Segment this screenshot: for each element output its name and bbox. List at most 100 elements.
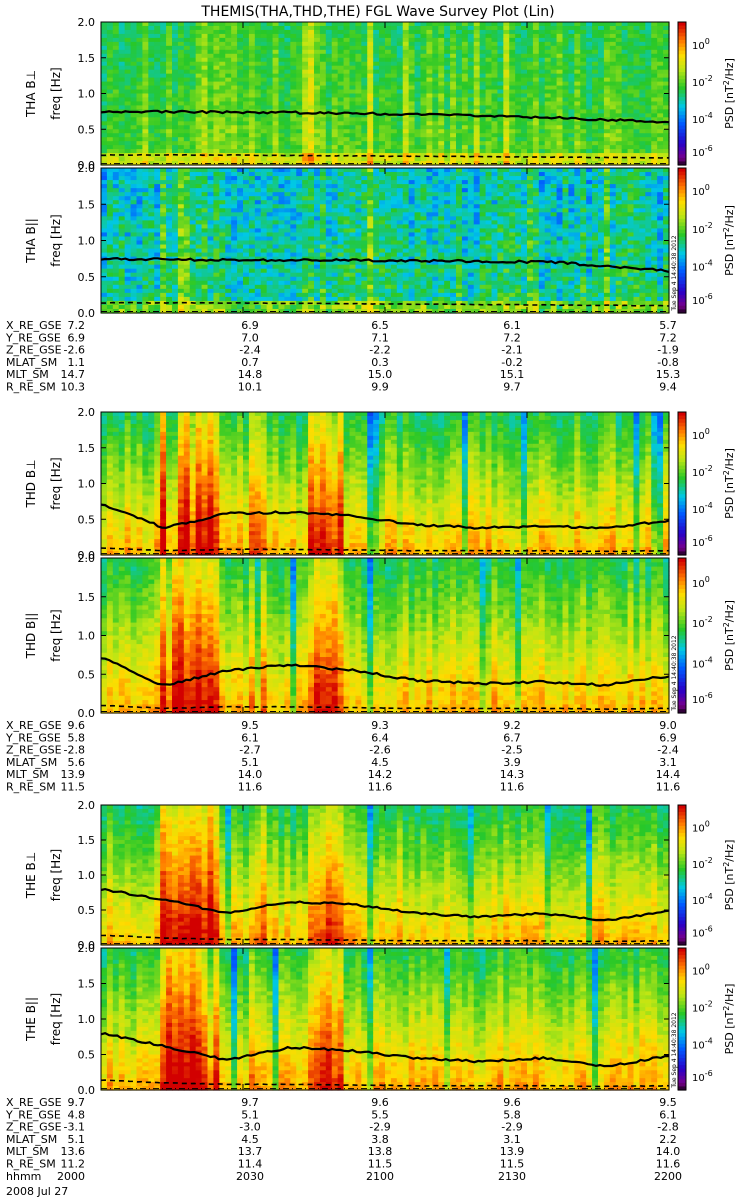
ephemeris-value: 2030 — [236, 1170, 264, 1183]
y-tick-label: 1.0 — [78, 630, 96, 643]
dashed-frequency-line — [100, 547, 670, 553]
ephemeris-value: 6.1 — [241, 731, 259, 744]
y-tick-label: 1.0 — [78, 869, 96, 882]
ephemeris-value: 5.5 — [371, 1108, 389, 1121]
y-tick-label: 1.0 — [78, 478, 96, 491]
panel-ylabel: THE B|| — [24, 997, 38, 1042]
ephemeris-value: 11.5 — [368, 1158, 393, 1171]
freq-axis-label: freq [Hz] — [49, 457, 63, 509]
dashed-frequency-line — [100, 1079, 670, 1088]
spectrogram-panel-4: 0.0 0.5 1.0 1.5 2.0 THD B|| freq [Hz] 10010-210… — [24, 552, 736, 720]
y-tick-label: 2.0 — [78, 552, 96, 565]
ephemeris-value: 7.1 — [371, 331, 389, 344]
ephemeris-value: 13.9 — [500, 1145, 525, 1158]
colorbar-label: PSD [nT2/Hz] — [722, 600, 736, 671]
ephemeris-value: 6.1 — [659, 1108, 677, 1121]
y-tick-label: 0.0 — [78, 939, 96, 952]
ephemeris-value: -2.1 — [501, 344, 522, 357]
ephemeris-value: 5.1 — [68, 1133, 86, 1146]
ephemeris-value: 9.4 — [659, 381, 677, 394]
solid-frequency-line — [100, 1032, 669, 1068]
ephemeris-value: 2130 — [498, 1170, 526, 1183]
ephemeris-value: 7.2 — [503, 331, 521, 344]
ephemeris-value: 5.6 — [68, 756, 86, 769]
y-tick-label: 1.5 — [78, 978, 96, 991]
ephemeris-row-label: MLAT_SM — [6, 356, 57, 369]
ephemeris-value: 11.6 — [368, 781, 393, 794]
dashed-frequency-line — [100, 934, 670, 943]
ephemeris-row-label: MLAT_SM — [6, 756, 57, 769]
ephemeris-value: 6.1 — [503, 319, 521, 332]
ephemeris-row-label: R_RE_SM — [6, 781, 56, 794]
ephemeris-value: 11.6 — [500, 781, 525, 794]
ephemeris-value: 4.5 — [371, 756, 389, 769]
ephemeris-value: 5.8 — [68, 731, 86, 744]
y-tick-label: 2.0 — [78, 406, 96, 419]
ephemeris-value: 2200 — [654, 1170, 682, 1183]
y-tick-label: 2.0 — [78, 162, 96, 175]
solid-frequency-line — [100, 503, 670, 530]
ephemeris-value: -2.9 — [501, 1121, 522, 1134]
ephemeris-table-1: X_RE_GSE 7.2 6.9 6.5 6.1 5.7Y_RE_GSE 6.9 7.0 7.1… — [5, 319, 680, 394]
ephemeris-value: 7.2 — [659, 331, 677, 344]
freq-axis-label: freq [Hz] — [49, 849, 63, 901]
spectrogram-panel-3: 0.0 0.5 1.0 1.5 2.0 THD B⊥ freq [Hz] 10010-210-… — [24, 406, 736, 562]
ephemeris-value: 6.9 — [659, 731, 677, 744]
ephemeris-value: -2.6 — [369, 744, 390, 757]
ephemeris-row-label: hhmm — [6, 1170, 41, 1183]
ephemeris-value: -3.0 — [239, 1121, 260, 1134]
ephemeris-value: -2.8 — [64, 744, 85, 757]
colorbar-label: PSD [nT2/Hz] — [722, 840, 736, 911]
timestamp-label: Tue Sep 4 14:40:38 2012 — [671, 235, 678, 311]
ephemeris-value: 9.7 — [241, 1096, 259, 1109]
ephemeris-value: 11.5 — [61, 781, 86, 794]
date-label: 2008 Jul 27 — [6, 1185, 68, 1198]
ephemeris-value: -2.5 — [501, 744, 522, 757]
ephemeris-row-label: X_RE_GSE — [6, 719, 62, 732]
ephemeris-row-label: MLT_SM — [6, 768, 49, 781]
ephemeris-value: 10.1 — [238, 381, 263, 394]
ephemeris-value: 13.8 — [368, 1145, 393, 1158]
ephemeris-value: 14.2 — [368, 768, 393, 781]
y-tick-label: 0.5 — [78, 123, 96, 136]
y-tick-label: 0.5 — [78, 904, 96, 917]
ephemeris-value: 6.5 — [371, 319, 389, 332]
ephemeris-value: 15.1 — [500, 368, 525, 381]
freq-axis-label: freq [Hz] — [49, 993, 63, 1045]
panel-ylabel: THD B|| — [24, 613, 38, 660]
heatmap-cells — [101, 168, 670, 314]
heatmap-cells — [101, 22, 670, 166]
ephemeris-value: 14.0 — [656, 1145, 681, 1158]
ephemeris-row-label: Y_RE_GSE — [5, 731, 61, 744]
freq-axis-label: freq [Hz] — [49, 609, 63, 661]
colorbar-label: PSD [nT2/Hz] — [722, 448, 736, 519]
panel-ylabel: THA B⊥ — [24, 70, 38, 118]
freq-axis-label: freq [Hz] — [49, 214, 63, 266]
ephemeris-value: 13.6 — [61, 1145, 86, 1158]
ephemeris-row-label: MLT_SM — [6, 1145, 49, 1158]
ephemeris-value: 13.9 — [61, 768, 86, 781]
heatmap-cells — [101, 412, 670, 556]
timestamp-label: Tue Sep 4 14:40:38 2012 — [671, 1012, 678, 1088]
ephemeris-value: 14.4 — [656, 768, 681, 781]
y-tick-label: 2.0 — [78, 16, 96, 29]
solid-frequency-line — [100, 109, 670, 124]
ephemeris-value: 6.9 — [241, 319, 259, 332]
ephemeris-value: 14.3 — [500, 768, 525, 781]
ephemeris-value: -2.4 — [657, 744, 678, 757]
ephemeris-value: 9.6 — [371, 1096, 389, 1109]
ephemeris-row-label: Z_RE_GSE — [6, 1121, 62, 1134]
ephemeris-value: 10.3 — [61, 381, 86, 394]
ephemeris-row-label: Z_RE_GSE — [6, 744, 62, 757]
panel-ylabel: THA B|| — [24, 218, 38, 264]
ephemeris-value: 14.7 — [61, 368, 86, 381]
ephemeris-value: -2.4 — [239, 344, 260, 357]
ephemeris-value: 1.1 — [68, 356, 86, 369]
y-tick-label: 1.0 — [78, 88, 96, 101]
y-tick-label: 2.0 — [78, 799, 96, 812]
y-tick-label: 1.5 — [78, 198, 96, 211]
ephemeris-value: 9.7 — [68, 1096, 86, 1109]
ephemeris-value: 14.8 — [238, 368, 263, 381]
y-tick-label: 1.5 — [78, 591, 96, 604]
